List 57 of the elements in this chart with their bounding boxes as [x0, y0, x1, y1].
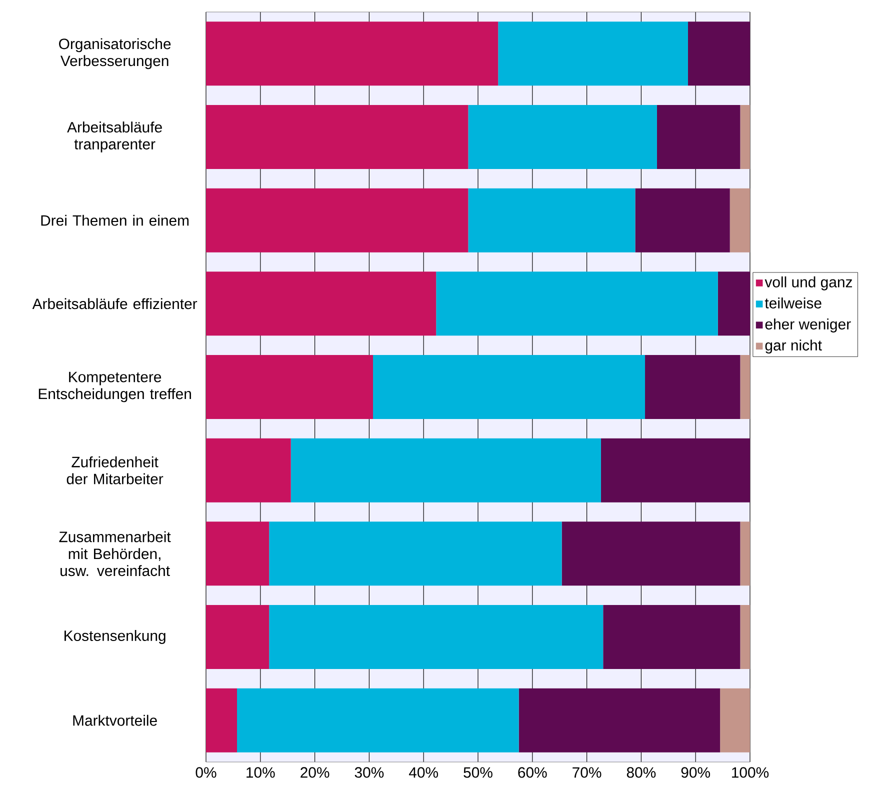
bar — [562, 522, 740, 586]
bar — [206, 522, 270, 586]
legend-label: eher weniger — [765, 318, 851, 332]
bar — [688, 22, 750, 86]
bar — [206, 688, 238, 752]
bar — [206, 104, 468, 169]
x-tick-label: 40% — [408, 767, 438, 778]
bar — [206, 22, 498, 86]
y-tick-label: Organisatorische Verbesserungen — [59, 38, 171, 70]
y-tick-label: Zufriedenheit der Mitarbeiter — [66, 456, 164, 484]
bar — [206, 438, 291, 502]
legend-label: teilweise — [764, 297, 822, 308]
bar — [269, 522, 562, 586]
bar — [635, 188, 730, 252]
bar — [373, 354, 646, 419]
bar — [740, 522, 750, 586]
y-tick-label: Kostensenkung — [64, 630, 166, 644]
bar — [718, 272, 750, 336]
bar — [518, 688, 720, 752]
bar — [740, 354, 750, 419]
x-tick-label: 70% — [572, 767, 602, 778]
y-tick-label: Zusammenarbeit mit Behörden, usw. vereinfacht — [59, 531, 171, 576]
y-tick-label: Marktvorteile — [73, 714, 157, 726]
y-tick-label: Arbeitsabläufe tranparenter — [67, 122, 162, 152]
bar — [206, 354, 374, 419]
bar — [720, 688, 750, 752]
bar — [740, 605, 750, 669]
x-tick-label: 90% — [681, 767, 710, 778]
y-tick-label: Arbeitsabläufe effizienter — [32, 298, 198, 310]
x-tick-label: 80% — [626, 767, 656, 778]
y-tick-label: Kompetentere Entscheidungen treffen — [38, 372, 191, 402]
bar — [740, 104, 750, 169]
x-tick-label: 30% — [354, 767, 384, 778]
bar — [237, 688, 519, 752]
bar — [498, 22, 688, 86]
bar — [468, 188, 636, 252]
x-tick-label: 20% — [300, 767, 330, 778]
bar — [600, 438, 750, 502]
bar — [730, 188, 750, 252]
bar — [468, 104, 657, 169]
bar — [656, 104, 740, 169]
x-tick-label: 0% — [196, 767, 216, 778]
bar — [603, 605, 740, 669]
bar — [269, 605, 604, 669]
x-tick-label: 50% — [464, 767, 492, 778]
bar — [206, 272, 436, 336]
legend-label: gar nicht — [765, 340, 822, 354]
bar — [206, 188, 468, 252]
bar — [436, 272, 718, 336]
legend-label: voll und ganz — [764, 276, 852, 290]
bar — [290, 438, 601, 502]
x-tick-label: 10% — [246, 767, 275, 778]
bar — [645, 354, 740, 419]
x-tick-label: 100% — [732, 767, 769, 778]
bar — [206, 605, 270, 669]
y-tick-label: Drei Themen in einem — [41, 214, 189, 226]
x-tick-label: 60% — [518, 767, 547, 778]
